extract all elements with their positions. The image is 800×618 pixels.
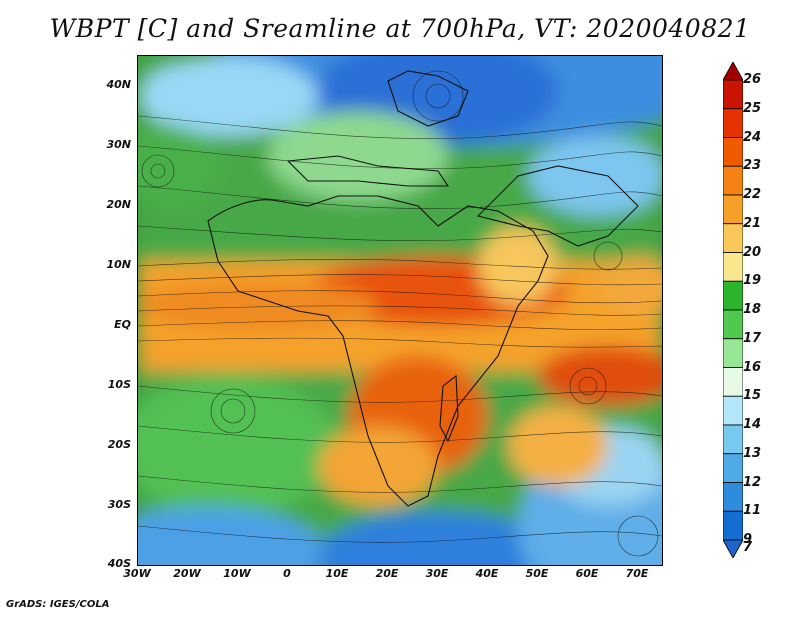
colorbar-label: 20 (743, 244, 762, 260)
colorbar-label: 9 (743, 532, 753, 547)
lon-label-50e: 50E (525, 567, 549, 580)
lat-label-30n: 30N (106, 138, 131, 151)
lon-label-40e: 40E (475, 567, 499, 580)
lon-label-20w: 20W (173, 567, 201, 580)
colorbar-segment (723, 194, 743, 225)
colorbar-label: 21 (743, 215, 762, 231)
colorbar-label: 17 (743, 330, 762, 346)
streamlines (138, 70, 662, 557)
colorbar-segment (723, 108, 743, 138)
colorbar-segment (723, 137, 743, 167)
lat-label-30s: 30S (107, 498, 131, 511)
colorbar-label: 22 (743, 187, 762, 202)
colorbar-label: 24 (743, 129, 762, 145)
colorbar-label: 19 (743, 273, 762, 289)
colorbar-label: 25 (743, 100, 762, 116)
colorbar-label: 26 (743, 72, 762, 87)
lon-label-10w: 10W (223, 567, 251, 580)
colorbar-segment (723, 165, 743, 196)
lon-label-0: 0 (283, 567, 291, 580)
chart-title: WBPT [C] and Sreamline at 700hPa, VT: 20… (49, 14, 751, 43)
colorbar-segment (723, 510, 743, 541)
colorbar-segment (723, 395, 743, 426)
colorbar-label: 15 (743, 388, 762, 404)
lat-label-20s: 20S (107, 438, 131, 451)
lon-label-70e: 70E (625, 567, 649, 580)
colorbar-segment (723, 424, 743, 455)
lon-label-60e: 60E (575, 567, 599, 580)
credit-text: GrADS: IGES/COLA (6, 599, 110, 610)
lat-label-20n: 20N (106, 198, 131, 211)
lon-label-10e: 10E (325, 567, 349, 580)
lon-label-20e: 20E (375, 567, 399, 580)
colorbar-label: 13 (743, 445, 762, 461)
colorbar (723, 62, 743, 558)
colorbar-segment (723, 309, 743, 340)
colorbar-segment (723, 280, 743, 311)
lat-label-40s: 40S (107, 557, 131, 570)
colorbar-top-triangle (723, 62, 743, 81)
colorbar-segment (723, 252, 743, 282)
colorbar-bottom-triangle (723, 539, 743, 558)
lat-label-10s: 10S (107, 378, 131, 391)
colorbar-segment (723, 453, 743, 483)
colorbar-segment (723, 338, 743, 368)
colorbar-label: 12 (743, 474, 762, 490)
colorbar-label: 18 (743, 302, 762, 317)
lon-label-30e: 30E (425, 567, 449, 580)
colorbar-segment (723, 223, 743, 253)
colorbar-label: 11 (743, 503, 762, 519)
map-panel (137, 55, 663, 566)
colorbar-segment (723, 482, 743, 512)
lat-label-40n: 40N (106, 78, 131, 91)
colorbar-label: 16 (743, 359, 762, 375)
colorbar-label: 14 (743, 417, 762, 432)
colorbar-segment (723, 367, 743, 397)
wbpt-field (138, 56, 662, 565)
lon-label-30w: 30W (123, 567, 151, 580)
colorbar-label: 23 (743, 158, 762, 174)
colorbar-label: 7 (743, 540, 753, 555)
colorbar-segment (723, 79, 743, 110)
lat-label-10n: 10N (106, 258, 131, 271)
lat-label-eq: EQ (114, 318, 131, 331)
coastlines (207, 70, 639, 507)
